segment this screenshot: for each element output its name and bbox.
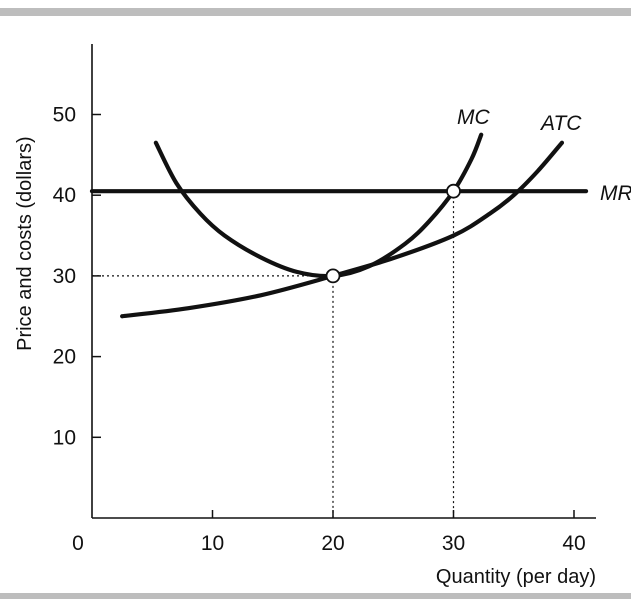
x-tick-label-30: 30 (442, 532, 465, 555)
curves: MR MC ATC (89, 106, 631, 319)
x-tick-label-10: 10 (201, 532, 224, 555)
mc-curve (153, 132, 484, 279)
y-tick-label-30: 30 (53, 265, 76, 288)
guide-lines (92, 191, 455, 518)
mr-label: MR (600, 182, 631, 205)
y-tick-label-10: 10 (53, 426, 76, 449)
axis-ticks: 10 20 30 40 50 10 20 30 40 (53, 104, 586, 556)
y-axis-title: Price and costs (dollars) (14, 136, 36, 351)
marked-point-1 (325, 268, 341, 284)
y-tick-label-40: 40 (53, 184, 76, 207)
top-border-bar (0, 8, 631, 16)
origin-label: 0 (72, 532, 84, 555)
y-tick-label-20: 20 (53, 346, 76, 369)
x-axis-title: Quantity (per day) (436, 566, 596, 588)
bottom-border-bar (0, 593, 631, 599)
marked-point-2 (446, 183, 461, 199)
marked-points (325, 183, 461, 284)
axes (91, 44, 596, 519)
labels: 0 Quantity (per day) Price and costs (do… (14, 136, 596, 588)
atc-curve (120, 140, 565, 319)
mc-label: MC (457, 106, 490, 129)
x-tick-label-20: 20 (321, 532, 344, 555)
atc-label: ATC (539, 112, 582, 135)
x-tick-label-40: 40 (562, 532, 585, 555)
y-tick-label-50: 50 (53, 104, 76, 127)
